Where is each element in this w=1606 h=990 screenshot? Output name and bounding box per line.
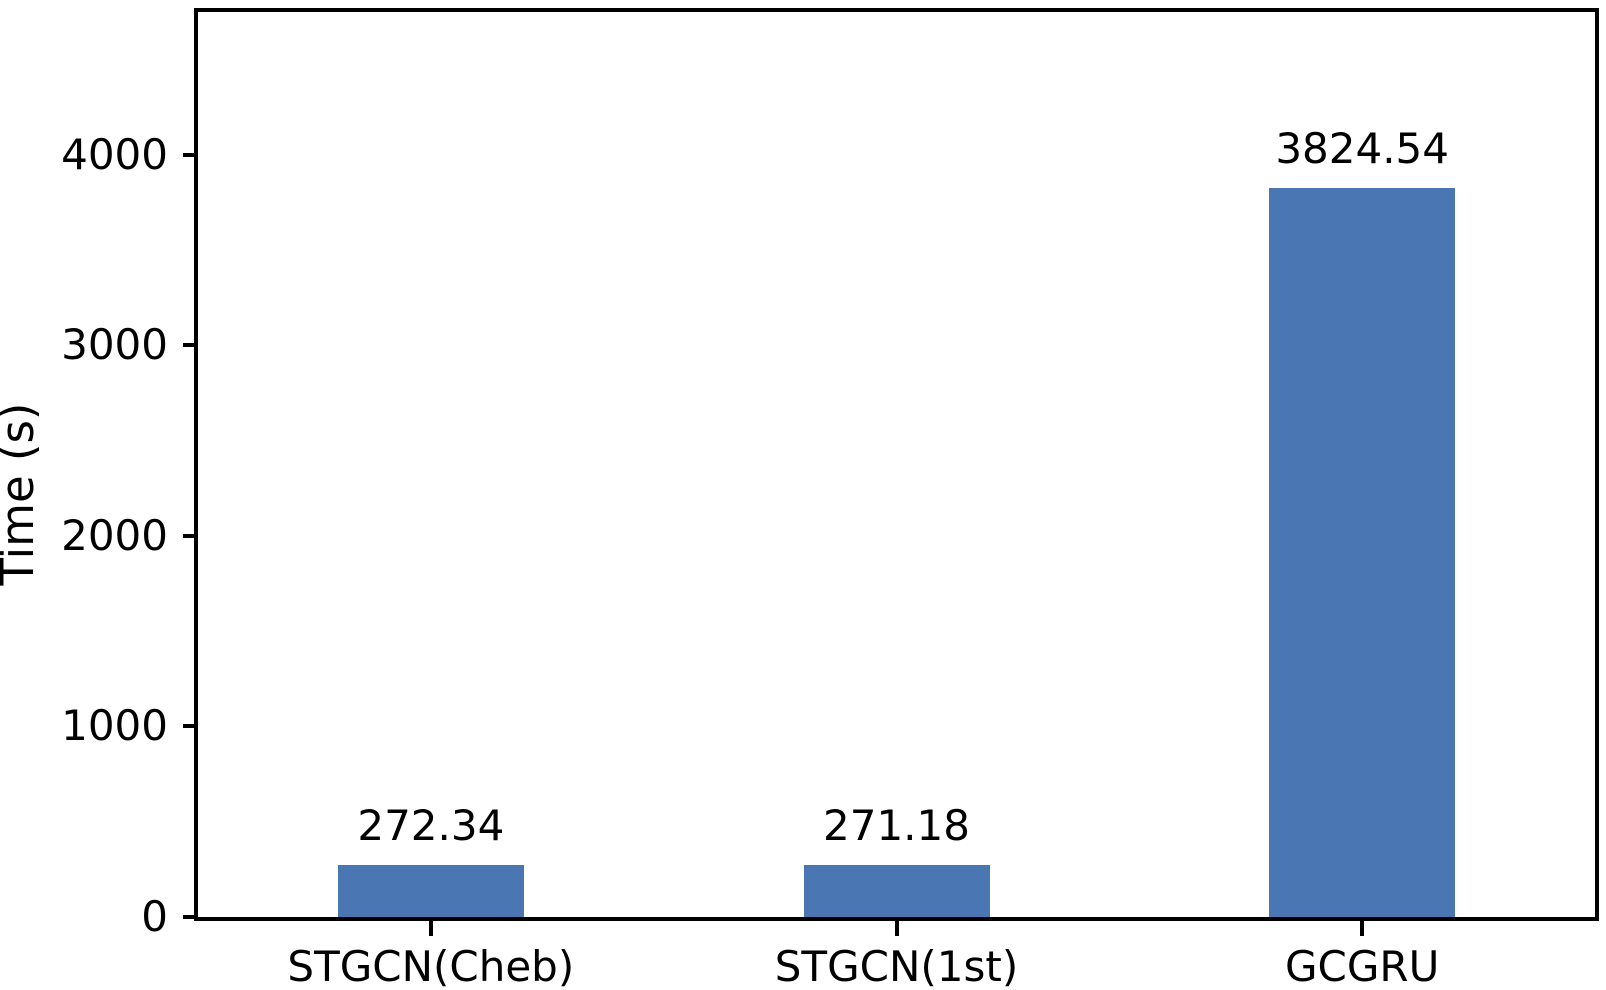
y-tick-mark: [183, 915, 198, 919]
y-tick-label: 0: [141, 892, 168, 941]
bar-stgcn-1st: [804, 865, 990, 917]
bar-value-label: 272.34: [357, 801, 505, 851]
bar-gcgru: [1269, 188, 1455, 917]
x-tick-label: STGCN(1st): [774, 942, 1019, 990]
y-tick-mark: [183, 533, 198, 538]
y-tick-label: 2000: [61, 510, 168, 560]
y-tick-mark: [183, 724, 198, 729]
x-tick-label: STGCN(Cheb): [287, 942, 575, 990]
y-tick-mark: [183, 343, 198, 348]
x-tick-mark: [1360, 921, 1365, 936]
plot-area: [194, 8, 1599, 921]
x-tick-mark: [894, 921, 899, 936]
y-tick-mark: [183, 152, 198, 157]
y-tick-label: 4000: [61, 129, 168, 179]
bar-value-label: 3824.54: [1275, 124, 1449, 174]
bar-value-label: 271.18: [823, 801, 970, 851]
x-tick-mark: [428, 921, 433, 936]
y-tick-label: 3000: [61, 320, 168, 370]
bar-stgcn-cheb: [338, 865, 524, 917]
x-tick-label: GCGRU: [1284, 942, 1440, 990]
y-tick-label: 1000: [61, 701, 168, 751]
